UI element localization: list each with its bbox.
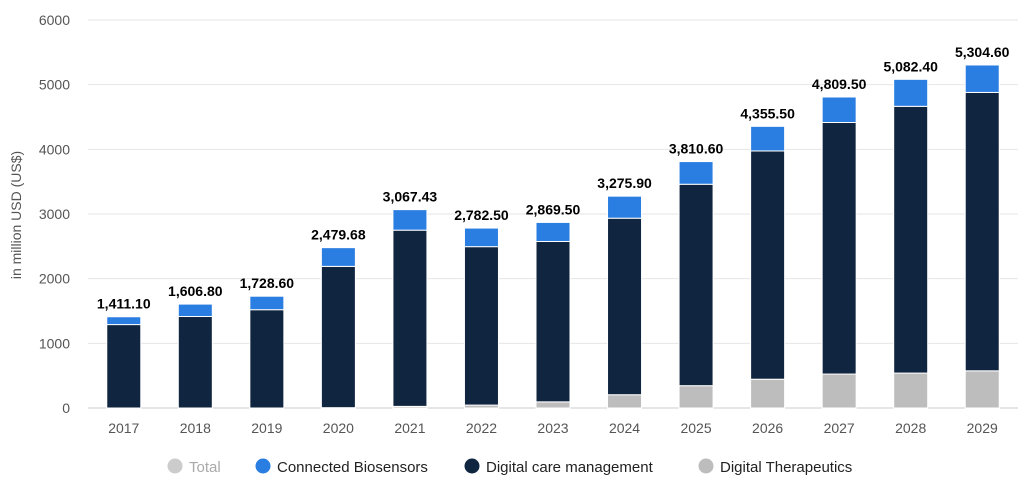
bar-segment[interactable] [607, 394, 643, 409]
total-data-label: 5,304.60 [955, 44, 1010, 60]
legend-item[interactable]: Connected Biosensors [255, 458, 428, 477]
bar-segment[interactable] [177, 315, 213, 409]
legend-item[interactable]: Digital care management [464, 458, 654, 477]
x-axis: 2017 2018 2019 2020 2021 2022 2023 2024 2025 2026… [108, 420, 998, 436]
x-tick-label: 2025 [680, 420, 711, 436]
legend-marker [464, 458, 480, 474]
y-tick-label: 3000 [39, 206, 70, 222]
bar-segment[interactable] [893, 105, 929, 374]
legend-label: Total [189, 459, 221, 476]
total-data-label: 4,355.50 [740, 105, 795, 121]
bar-segment[interactable] [750, 125, 786, 152]
bar-segment[interactable] [750, 378, 786, 409]
total-data-label: 2,782.50 [454, 207, 509, 223]
bar-segment[interactable] [463, 227, 499, 248]
bar-segment[interactable] [678, 183, 714, 387]
x-tick-label: 2017 [108, 420, 139, 436]
bar-segment[interactable] [320, 265, 356, 409]
y-axis: 0 1000 2000 3000 4000 5000 6000 [39, 12, 70, 416]
x-tick-label: 2027 [824, 420, 855, 436]
bar-segment[interactable] [893, 78, 929, 107]
y-tick-label: 2000 [39, 271, 70, 287]
legend-item[interactable]: Digital Therapeutics [698, 458, 853, 477]
legend[interactable]: Total Connected Biosensors Digital care ma… [167, 458, 853, 477]
bar-segment[interactable] [821, 96, 857, 123]
y-tick-label: 4000 [39, 141, 70, 157]
bar-segment[interactable] [607, 217, 643, 396]
bar-segment[interactable] [964, 91, 1000, 372]
total-data-label: 1,606.80 [168, 283, 223, 299]
bar-segment[interactable] [535, 401, 571, 409]
legend-item[interactable]: Total [167, 458, 221, 477]
bar-segment[interactable] [821, 121, 857, 375]
bar-segment[interactable] [964, 370, 1000, 409]
bar-segment[interactable] [392, 209, 428, 231]
bar-segment[interactable] [535, 240, 571, 403]
x-tick-label: 2018 [180, 420, 211, 436]
total-labels: 1,411.10 1,606.80 1,728.60 2,479.68 3,067.43… [97, 44, 1010, 312]
bar-segment[interactable] [535, 221, 571, 242]
y-tick-label: 5000 [39, 77, 70, 93]
y-tick-label: 1000 [39, 335, 70, 351]
x-tick-label: 2028 [895, 420, 926, 436]
total-data-label: 2,479.68 [311, 227, 366, 243]
bar-segment[interactable] [750, 150, 786, 380]
x-tick-label: 2029 [967, 420, 998, 436]
legend-label: Digital care management [486, 459, 654, 476]
total-data-label: 1,728.60 [240, 275, 295, 291]
bar-segment[interactable] [821, 373, 857, 409]
x-tick-label: 2023 [537, 420, 568, 436]
legend-label: Digital Therapeutics [720, 459, 852, 476]
x-tick-label: 2024 [609, 420, 640, 436]
total-data-label: 3,810.60 [669, 141, 724, 157]
bar-segment[interactable] [249, 295, 285, 311]
bar-segment[interactable] [678, 385, 714, 409]
bar-segment[interactable] [964, 64, 1000, 93]
bar-segment[interactable] [106, 324, 142, 409]
y-tick-label: 6000 [39, 12, 70, 28]
x-tick-label: 2020 [323, 420, 354, 436]
total-data-label: 1,411.10 [97, 296, 151, 312]
total-data-label: 3,275.90 [597, 175, 652, 191]
total-data-label: 5,082.40 [883, 58, 938, 74]
y-axis-title: in million USD (US$) [8, 151, 24, 279]
legend-label: Connected Biosensors [277, 459, 428, 476]
bar-segment[interactable] [463, 246, 499, 406]
legend-marker [255, 458, 271, 474]
bar-segment[interactable] [893, 372, 929, 409]
bar-segment[interactable] [320, 247, 356, 267]
x-tick-label: 2022 [466, 420, 497, 436]
bar-segment[interactable] [392, 229, 428, 407]
y-tick-label: 0 [62, 400, 70, 416]
x-tick-label: 2026 [752, 420, 783, 436]
bar-segment[interactable] [177, 303, 213, 317]
bar-segment[interactable] [249, 309, 285, 409]
bar-segment[interactable] [607, 195, 643, 219]
legend-marker [698, 458, 714, 474]
total-data-label: 4,809.50 [812, 76, 867, 92]
total-data-label: 3,067.43 [383, 189, 438, 205]
x-tick-label: 2019 [251, 420, 282, 436]
total-data-label: 2,869.50 [526, 201, 581, 217]
bars [106, 64, 1000, 409]
bar-segment[interactable] [678, 161, 714, 185]
bar-segment[interactable] [106, 316, 142, 326]
legend-marker [167, 458, 183, 474]
x-tick-label: 2021 [394, 420, 425, 436]
